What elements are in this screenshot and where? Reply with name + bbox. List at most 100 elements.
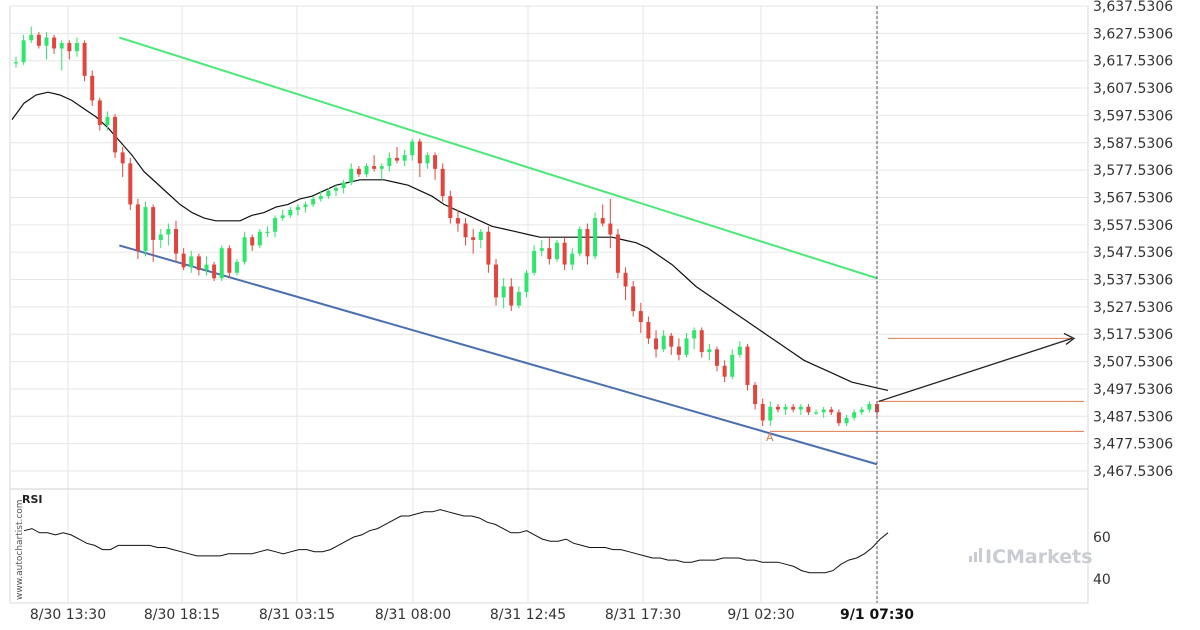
candle-body [440, 168, 445, 197]
candle [669, 332, 674, 355]
candle-body [699, 330, 704, 353]
candle [791, 404, 796, 413]
price-tick-label: 3,637.5306 [1093, 0, 1173, 15]
candle-body [593, 218, 598, 257]
rsi-tick-label: 60 [1093, 530, 1111, 546]
candle [783, 404, 788, 416]
candle-body [105, 116, 110, 126]
candle-body [189, 256, 194, 268]
candle-body [669, 335, 674, 347]
candle-body [570, 253, 575, 265]
candle-body [387, 157, 392, 167]
candle-body [745, 346, 750, 385]
candle-body [166, 229, 171, 235]
candle [417, 138, 422, 178]
candle [29, 26, 34, 44]
candle [852, 409, 857, 421]
candle [97, 97, 102, 131]
candle-body [288, 209, 293, 216]
candle [722, 360, 727, 383]
candle [532, 245, 537, 276]
candle [135, 198, 140, 260]
candle [867, 401, 872, 413]
moving-average [11, 91, 889, 391]
rsi-tick-label: 40 [1093, 572, 1111, 588]
candle [82, 40, 87, 82]
candle [257, 229, 262, 249]
time-axis: 8/30 13:30 8/30 18:15 8/31 03:15 8/31 08:00… [30, 607, 914, 623]
candle-body [151, 207, 156, 240]
projection-arrowhead [1063, 332, 1076, 345]
candle-body [775, 406, 780, 410]
candle [608, 198, 613, 249]
candle [67, 40, 72, 60]
candle-body [585, 229, 590, 257]
candle [295, 204, 300, 216]
candle [90, 70, 95, 106]
candle-body [463, 223, 468, 238]
time-tick-label: 8/30 18:15 [144, 607, 220, 623]
candle-body [364, 166, 369, 175]
candle [760, 398, 765, 426]
candle-body [867, 404, 872, 410]
candle [600, 204, 605, 227]
candle [303, 201, 308, 213]
candle [204, 256, 209, 276]
candle [181, 248, 186, 271]
candle [14, 56, 18, 68]
candle [151, 204, 156, 262]
candle [714, 346, 719, 372]
candle-body [494, 264, 499, 298]
candle [478, 229, 483, 249]
candle [692, 327, 697, 350]
price-tick-label: 3,517.5306 [1093, 327, 1173, 343]
time-tick-label: 8/31 08:00 [375, 607, 451, 623]
price-tick-label: 3,567.5306 [1093, 190, 1173, 206]
candle [753, 382, 758, 410]
candle [318, 190, 323, 202]
candle [448, 190, 453, 224]
candle-body [113, 116, 118, 153]
candle [227, 245, 232, 279]
candle-body [455, 218, 460, 224]
candle-body [44, 37, 49, 46]
candle-body [730, 354, 735, 377]
candle [311, 196, 316, 208]
candle-body [608, 223, 613, 235]
candle-body [234, 261, 239, 273]
candle-body [714, 349, 719, 366]
candle-body [516, 291, 521, 306]
candle [21, 34, 26, 65]
candle-body [257, 231, 262, 246]
candle-body [410, 141, 415, 156]
candle [577, 226, 582, 257]
candle [638, 302, 643, 333]
candle [356, 166, 361, 178]
candle [524, 270, 529, 298]
candle-body [196, 256, 201, 271]
candle [798, 404, 803, 416]
candle-body [844, 417, 849, 424]
candle-body [600, 218, 605, 224]
pattern-point-label: A [766, 431, 774, 444]
candle-body [814, 412, 819, 414]
candle [554, 239, 559, 262]
candle-body [654, 338, 659, 350]
candle [471, 229, 476, 254]
candle-body [707, 349, 712, 353]
candle-body [303, 204, 308, 208]
candle-body [623, 272, 628, 287]
price-tick-label: 3,537.5306 [1093, 273, 1173, 289]
candle [547, 237, 552, 265]
candle [844, 415, 849, 426]
candle-body [486, 231, 491, 265]
candle [273, 215, 278, 238]
price-axis: 3,637.5306 3,627.5306 3,617.5306 3,607.5306… [1093, 0, 1173, 480]
candle-body [372, 166, 377, 169]
candle-body [783, 406, 788, 410]
price-tick-label: 3,527.5306 [1093, 300, 1173, 316]
candle-body [120, 152, 125, 164]
candle-body [219, 248, 224, 279]
candle [425, 152, 430, 169]
moving-average-line [11, 91, 889, 391]
